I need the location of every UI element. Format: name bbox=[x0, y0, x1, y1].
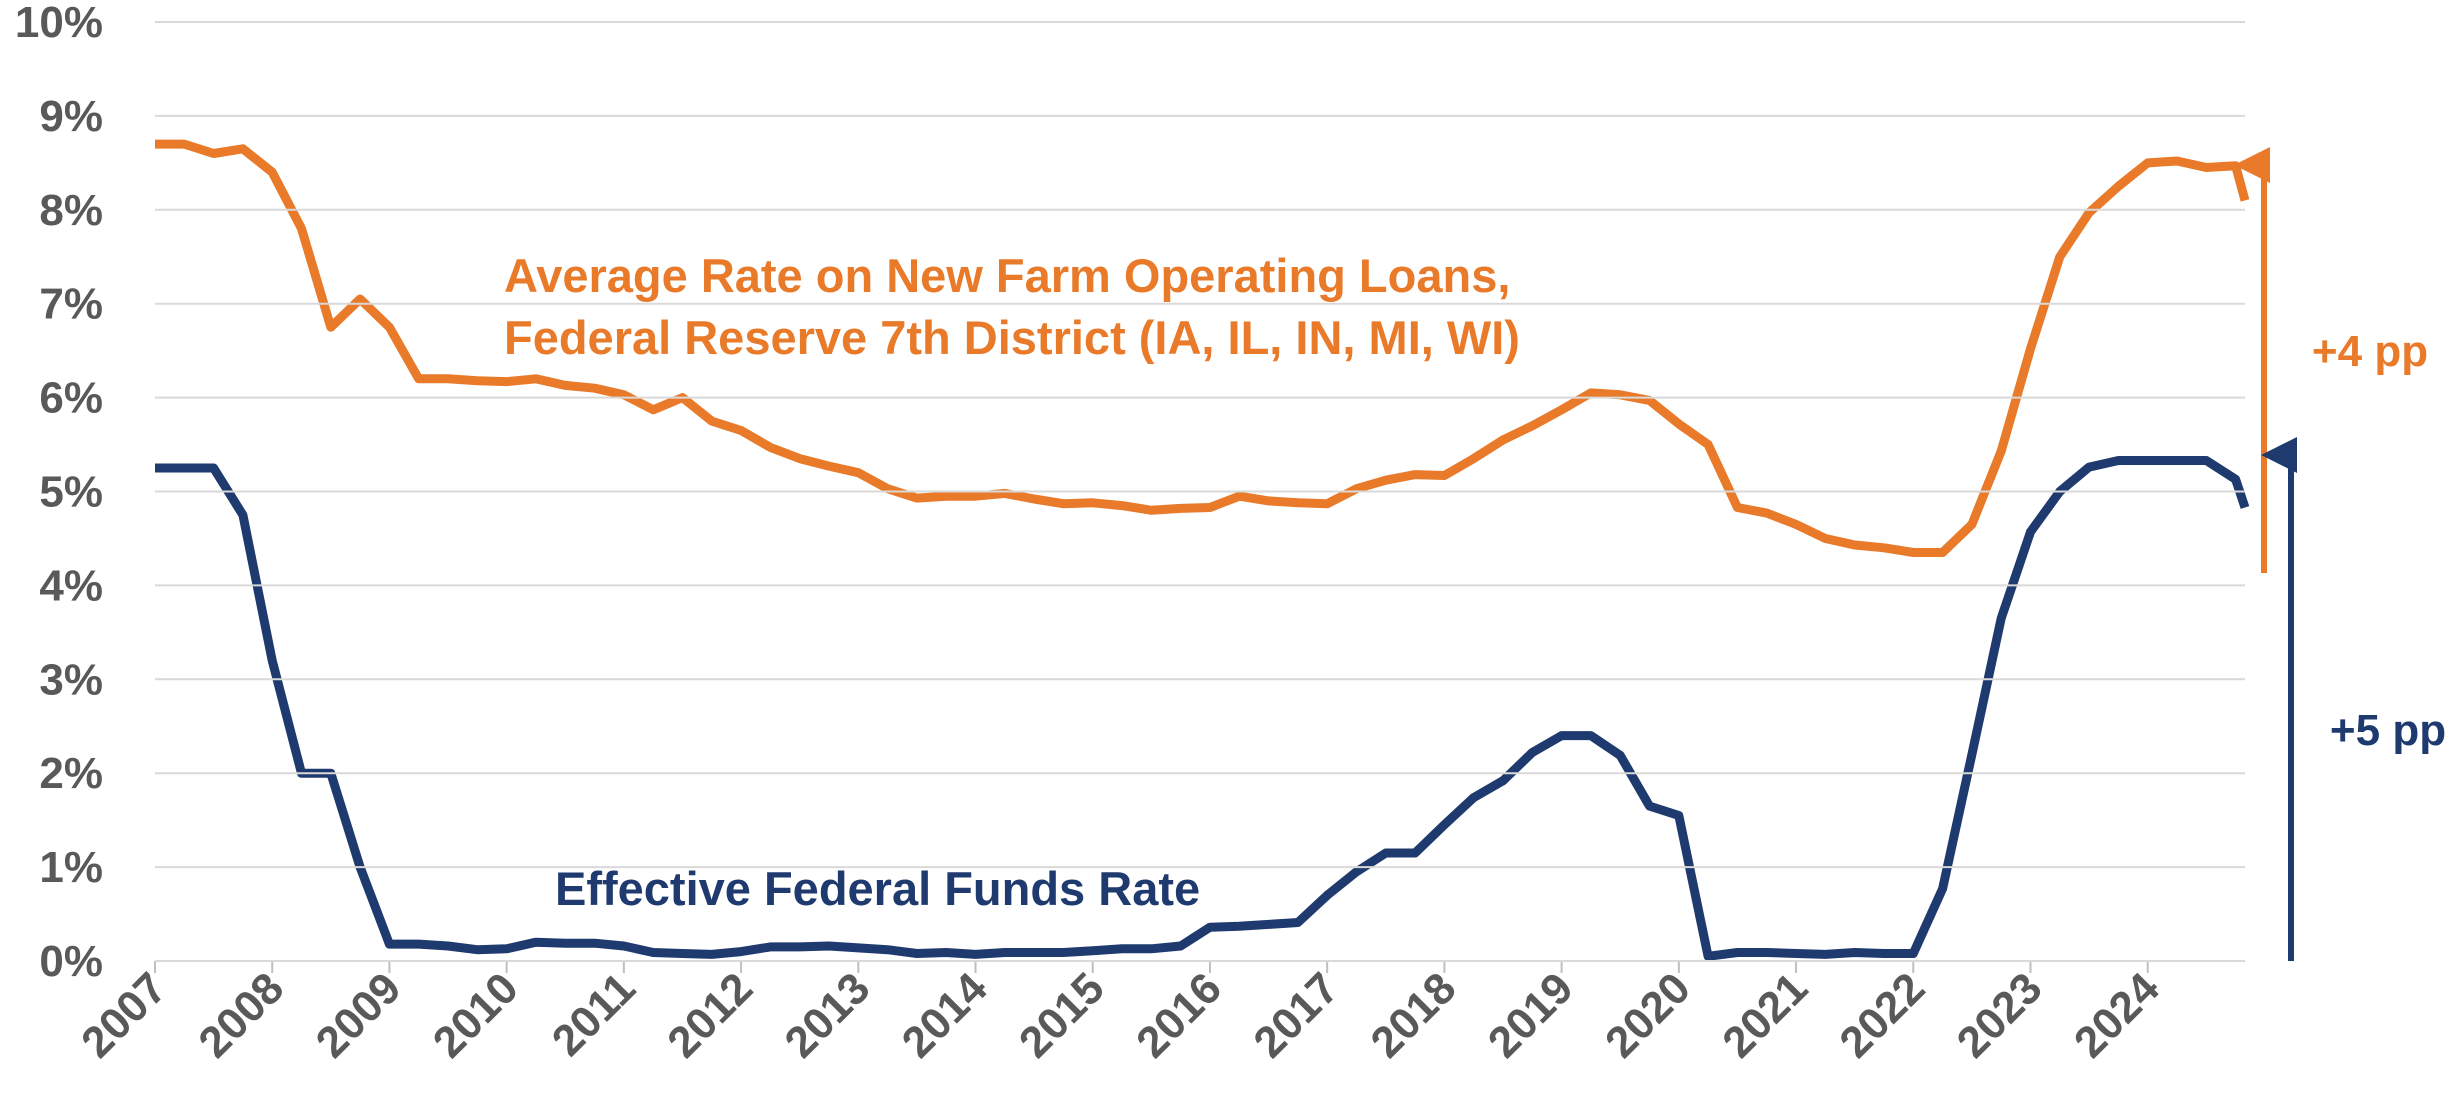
x-tick-label: 2023 bbox=[1948, 963, 2052, 1067]
x-tick-label: 2021 bbox=[1713, 963, 1817, 1067]
y-tick-label: 7% bbox=[39, 280, 103, 329]
x-tick-label: 2012 bbox=[658, 963, 762, 1067]
series-line bbox=[155, 139, 2250, 557]
x-tick-label: 2014 bbox=[893, 963, 997, 1067]
x-tick-label: 2009 bbox=[307, 963, 411, 1067]
y-tick-label: 5% bbox=[39, 468, 103, 517]
x-tick-label: 2016 bbox=[1127, 963, 1231, 1067]
x-tick-label: 2022 bbox=[1830, 963, 1934, 1067]
x-tick-label: 2015 bbox=[1010, 963, 1114, 1067]
x-tick-label: 2008 bbox=[189, 963, 293, 1067]
y-tick-label: 3% bbox=[39, 655, 103, 704]
x-tick-label: 2017 bbox=[1244, 963, 1348, 1067]
series-label: Average Rate on New Farm Operating Loans… bbox=[504, 249, 1520, 364]
y-tick-label: 6% bbox=[39, 374, 103, 423]
x-tick-label: 2011 bbox=[543, 963, 645, 1065]
x-tick-label: 2020 bbox=[1596, 963, 1700, 1067]
annotation: +5 pp bbox=[2330, 706, 2446, 755]
y-tick-label: 4% bbox=[39, 561, 103, 610]
series-line bbox=[155, 456, 2250, 961]
annotation: +4 pp bbox=[2312, 327, 2428, 376]
x-tick-label: 2018 bbox=[1362, 963, 1466, 1067]
y-tick-label: 0% bbox=[39, 937, 103, 986]
x-tick-label: 2010 bbox=[424, 963, 528, 1067]
y-tick-label: 2% bbox=[39, 749, 103, 798]
y-tick-label: 8% bbox=[39, 186, 103, 235]
y-tick-label: 9% bbox=[39, 92, 103, 141]
y-tick-label: 1% bbox=[39, 843, 103, 892]
x-tick-label: 2024 bbox=[2065, 963, 2169, 1067]
x-tick-label: 2013 bbox=[776, 963, 880, 1067]
x-tick-label: 2019 bbox=[1479, 963, 1583, 1067]
series-label: Effective Federal Funds Rate bbox=[555, 862, 1201, 915]
y-tick-label: 10% bbox=[15, 0, 103, 47]
